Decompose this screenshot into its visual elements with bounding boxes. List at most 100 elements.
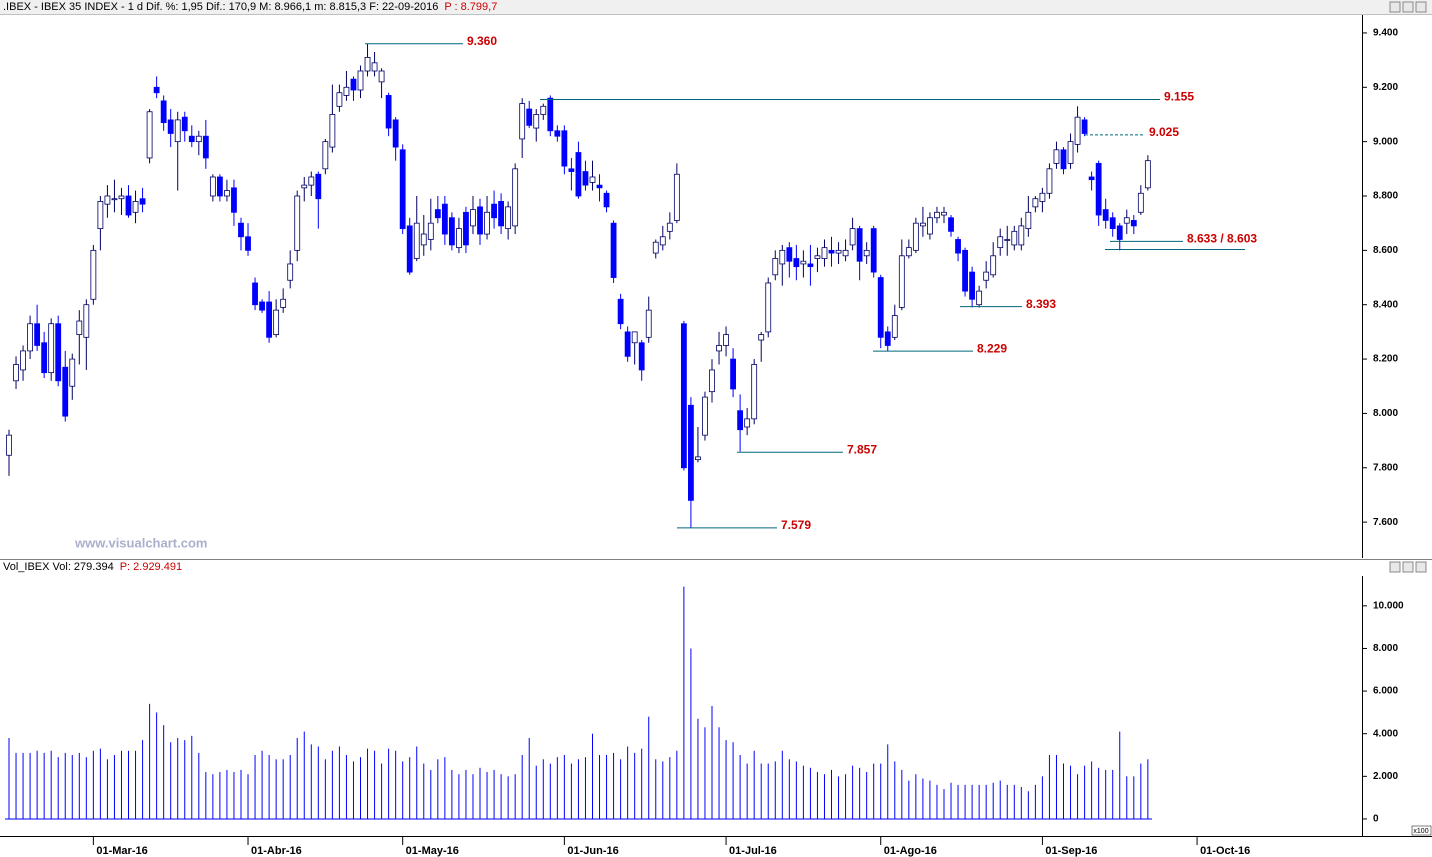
candle-body — [1109, 217, 1116, 230]
candle-body — [491, 203, 497, 219]
window-buttons[interactable] — [1389, 1, 1427, 573]
candle-body — [688, 404, 694, 501]
candle-body — [1088, 176, 1095, 181]
candle-body — [702, 396, 708, 436]
candle-body — [188, 135, 195, 143]
y-tick-label: 7.600 — [1373, 517, 1398, 528]
volume-header: Vol_IBEX Vol: 279.394 — [3, 561, 114, 573]
candle-body — [849, 228, 856, 246]
candle-body — [308, 176, 315, 186]
y-tick-label: 8.800 — [1373, 191, 1398, 202]
annotation-label: 8.229 — [977, 341, 1007, 355]
button[interactable] — [1415, 561, 1427, 573]
candle-body — [1081, 119, 1088, 134]
candle-body — [13, 364, 19, 382]
candle-body — [202, 135, 209, 159]
candle-body — [856, 228, 863, 262]
candle-body — [624, 331, 631, 357]
candle-body — [294, 195, 301, 251]
candle-body — [448, 217, 455, 246]
candle-body — [315, 173, 322, 200]
x-tick-label: 01-Mar-16 — [96, 845, 147, 857]
candle-body — [1018, 225, 1025, 246]
candle-body — [378, 70, 385, 83]
candle-body — [568, 168, 575, 172]
candle-body — [955, 239, 961, 254]
candle-body — [413, 222, 420, 259]
candle-body — [477, 206, 483, 235]
candle-body — [139, 198, 146, 205]
candle-body — [666, 222, 673, 232]
candle-body — [132, 201, 139, 213]
y-tick-label: 9.000 — [1373, 136, 1398, 147]
y-tick-label: 0 — [1373, 814, 1379, 825]
candle-body — [329, 114, 336, 148]
y-tick-label: 8.600 — [1373, 245, 1398, 256]
candle-body — [427, 222, 434, 240]
candle-body — [441, 203, 448, 235]
x-tick-label: 01-Oct-16 — [1200, 845, 1250, 857]
candle-body — [659, 236, 666, 246]
candle-body — [1074, 116, 1081, 145]
candle-body — [898, 255, 905, 308]
candle-body — [779, 249, 786, 265]
y-tick-label: 10.000 — [1373, 600, 1404, 611]
candle-body — [498, 201, 505, 227]
candle-body — [55, 323, 62, 382]
button[interactable] — [1402, 1, 1414, 13]
candle-body — [104, 195, 111, 205]
y-tick-label: 8.000 — [1373, 408, 1398, 419]
candle-body — [392, 119, 399, 148]
y-tick-label: 8.000 — [1373, 643, 1398, 654]
price-last: P : 8.799,7 — [444, 1, 497, 13]
candle-body — [976, 290, 983, 306]
candle-body — [610, 222, 617, 278]
candle-body — [765, 282, 772, 333]
candle-body — [456, 228, 462, 249]
candle-body — [695, 456, 701, 461]
candle-body — [884, 331, 891, 346]
candle-body — [737, 410, 744, 431]
candle-body — [533, 114, 540, 129]
button[interactable] — [1389, 561, 1401, 573]
candle-body — [758, 334, 765, 341]
candle-body — [1095, 162, 1102, 216]
candle-body — [772, 258, 779, 276]
candle-body — [118, 195, 125, 200]
annotation-label: 8.633 / 8.603 — [1187, 232, 1257, 246]
candle-body — [603, 192, 610, 208]
candle-body — [800, 260, 807, 265]
button[interactable] — [1415, 1, 1427, 13]
candle-body — [835, 249, 842, 254]
button[interactable] — [1402, 561, 1414, 573]
candle-body — [807, 263, 814, 268]
y-tick-label: 9.400 — [1373, 28, 1398, 39]
candle-body — [1025, 211, 1032, 230]
candle-body — [174, 119, 181, 143]
candle-body — [195, 135, 202, 143]
button[interactable] — [1389, 1, 1401, 13]
y-tick-label: 2.000 — [1373, 771, 1398, 782]
candle-body — [561, 130, 568, 167]
candle-body — [364, 56, 371, 72]
candle-body — [1046, 168, 1053, 194]
candle-body — [575, 152, 582, 197]
candle-body — [181, 116, 188, 132]
candle-body — [891, 315, 898, 338]
candle-body — [231, 187, 237, 213]
y-tick-label: 6.000 — [1373, 686, 1398, 697]
annotation-label: 8.393 — [1026, 297, 1056, 311]
candle-body — [863, 249, 870, 257]
candle-body — [786, 247, 793, 262]
y-tick-label: 9.200 — [1373, 82, 1398, 93]
candle-body — [983, 271, 990, 281]
candle-body — [41, 342, 48, 374]
candle-body — [90, 249, 97, 300]
x-tick-label: 01-Abr-16 — [251, 845, 302, 857]
y-tick-label: 7.800 — [1373, 462, 1398, 473]
candle-body — [814, 255, 821, 259]
candle-body — [1004, 239, 1011, 241]
candle-body — [266, 301, 273, 338]
candle-body — [350, 78, 357, 91]
candle-body — [673, 173, 680, 221]
